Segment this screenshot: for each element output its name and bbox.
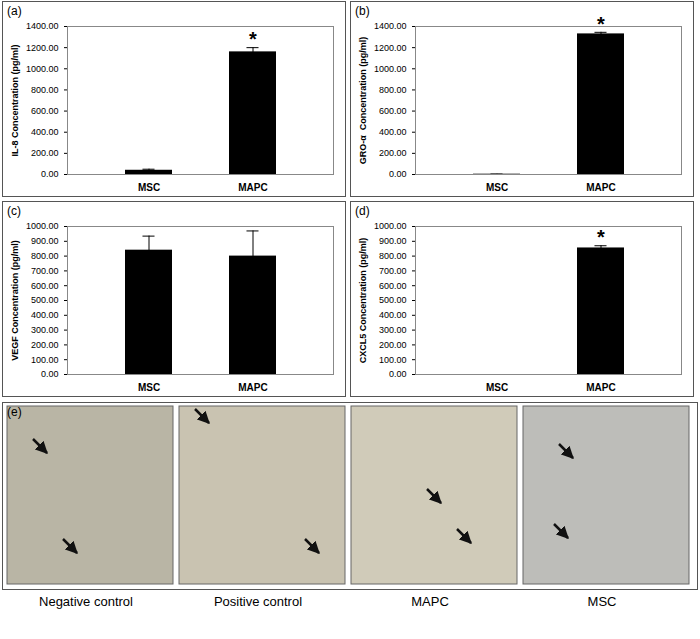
svg-text:MSC: MSC [138,182,160,193]
svg-text:*: * [597,13,605,35]
svg-text:VEGF Concentration (pg/ml): VEGF Concentration (pg/ml) [10,240,20,361]
svg-text:300.00: 300.00 [379,325,407,335]
svg-text:600.00: 600.00 [31,106,59,116]
svg-text:1200.00: 1200.00 [26,43,59,53]
svg-text:MAPC: MAPC [238,382,267,393]
svg-text:MSC: MSC [486,382,508,393]
svg-text:MAPC: MAPC [586,382,615,393]
svg-text:800.00: 800.00 [31,85,59,95]
svg-text:1000.00: 1000.00 [26,64,59,74]
svg-text:300.00: 300.00 [31,325,59,335]
svg-text:200.00: 200.00 [379,148,407,158]
svg-text:500.00: 500.00 [31,295,59,305]
svg-text:GRO-α Concentration (pg/ml): GRO-α Concentration (pg/ml) [358,37,368,165]
svg-text:400.00: 400.00 [31,310,59,320]
svg-text:100.00: 100.00 [31,355,59,365]
svg-text:MAPC: MAPC [586,182,615,193]
svg-text:0.00: 0.00 [41,369,59,379]
html-text:Positive control: Positive control [213,594,303,609]
svg-text:0.00: 0.00 [389,169,407,179]
svg-text:100.00: 100.00 [379,355,407,365]
svg-text:500.00: 500.00 [379,295,407,305]
svg-text:MSC: MSC [486,182,508,193]
html-text:(d): (d) [355,204,370,218]
svg-text:200.00: 200.00 [31,340,59,350]
html-text:Negative control: Negative control [39,594,133,609]
svg-text:*: * [249,28,257,50]
svg-text:1000.00: 1000.00 [374,221,407,231]
svg-text:800.00: 800.00 [379,251,407,261]
svg-text:400.00: 400.00 [379,310,407,320]
svg-text:1200.00: 1200.00 [374,43,407,53]
svg-text:MAPC: MAPC [238,182,267,193]
html-text:MAPC: MAPC [411,594,449,609]
svg-text:1000.00: 1000.00 [374,64,407,74]
svg-text:MSC: MSC [138,382,160,393]
svg-text:IL-8 Concentration (pg/ml): IL-8 Concentration (pg/ml) [10,45,20,157]
svg-text:900.00: 900.00 [31,236,59,246]
html-text:(b): (b) [355,4,370,18]
svg-text:600.00: 600.00 [31,281,59,291]
svg-text:1000.00: 1000.00 [26,221,59,231]
svg-text:700.00: 700.00 [379,266,407,276]
svg-text:200.00: 200.00 [31,148,59,158]
html-text:(a): (a) [7,4,22,18]
svg-text:0.00: 0.00 [41,169,59,179]
svg-text:1400.00: 1400.00 [374,21,407,31]
svg-text:0.00: 0.00 [389,369,407,379]
html-text:(e): (e) [7,405,22,419]
svg-text:*: * [597,226,605,248]
html-text:MSC: MSC [587,594,617,609]
svg-text:400.00: 400.00 [31,127,59,137]
svg-text:800.00: 800.00 [379,85,407,95]
svg-text:800.00: 800.00 [31,251,59,261]
svg-text:200.00: 200.00 [379,340,407,350]
html-text:(c): (c) [7,204,21,218]
svg-text:400.00: 400.00 [379,127,407,137]
svg-text:700.00: 700.00 [31,266,59,276]
svg-text:600.00: 600.00 [379,106,407,116]
svg-text:CXCL5 Concentration (pg/ml): CXCL5 Concentration (pg/ml) [358,238,368,364]
svg-text:600.00: 600.00 [379,281,407,291]
svg-text:1400.00: 1400.00 [26,21,59,31]
svg-text:900.00: 900.00 [379,236,407,246]
